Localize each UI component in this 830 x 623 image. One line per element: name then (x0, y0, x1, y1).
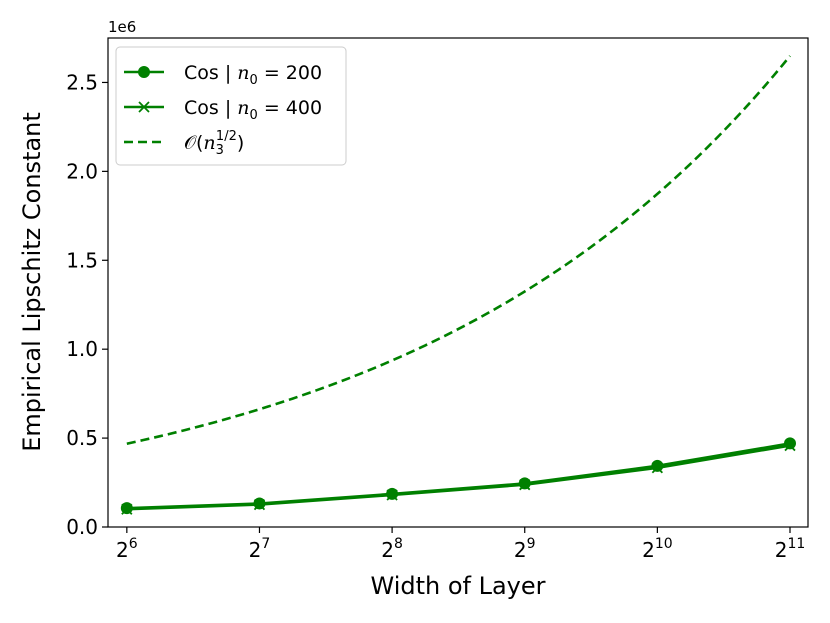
axes (107, 37, 809, 528)
y-tick-label: 1.0 (66, 337, 98, 361)
axes-frame (107, 37, 809, 528)
x-marker-stroke (386, 489, 398, 501)
x-tick-label: 211 (775, 536, 806, 562)
x-marker-s2 (253, 498, 266, 511)
y-tick-label: 0.5 (66, 426, 98, 450)
y-ticks: 0.0 0.5 1.0 1.5 2.0 2.5 (66, 70, 108, 539)
x-marker-s2 (651, 462, 664, 474)
series-line-2 (126, 444, 791, 511)
x-marker-s2 (121, 503, 133, 515)
x-marker-stroke (784, 439, 796, 452)
x-axis-label: Width of Layer (370, 572, 545, 600)
y-tick-label: 2.5 (66, 70, 98, 94)
x-tick-label: 29 (514, 536, 536, 562)
x-marker-s2 (386, 489, 398, 501)
legend-label-1: Cos | n0 = 200 (184, 62, 322, 88)
x-tick-label: 28 (381, 536, 403, 562)
x-marker-stroke (138, 101, 150, 113)
legend-label-2: Cos | n0 = 400 (184, 97, 322, 123)
x-marker-stroke (121, 503, 133, 515)
plot-area (120, 55, 797, 515)
legend-frame (115, 46, 347, 166)
y-offset-label: 1e6 (108, 18, 136, 36)
legend-marker-1 (138, 66, 150, 78)
y-axis-label: Empirical Lipschitz Constant (18, 112, 46, 452)
y-tick-label: 1.5 (66, 248, 98, 272)
y-tick-label: 0.0 (66, 515, 98, 539)
x-marker-stroke (651, 462, 664, 474)
x-marker-stroke (519, 479, 531, 491)
x-marker-stroke (253, 498, 266, 511)
series-line-1 (126, 442, 791, 510)
x-marker-s2 (784, 439, 796, 452)
x-tick-label: 26 (116, 536, 138, 562)
legend: Cos | n0 = 200 Cos | n0 = 400 𝒪(n31/2) (115, 46, 347, 166)
legend-label-3: 𝒪(n31/2) (184, 129, 244, 158)
y-tick-label: 2.0 (66, 159, 98, 183)
x-tick-label: 210 (642, 536, 673, 562)
x-marker-s2 (519, 479, 531, 491)
legend-marker-2 (138, 101, 150, 113)
x-tick-label: 27 (249, 536, 271, 562)
x-ticks: 26 27 28 29 210 211 (116, 527, 805, 562)
series-line-3 (126, 55, 792, 445)
